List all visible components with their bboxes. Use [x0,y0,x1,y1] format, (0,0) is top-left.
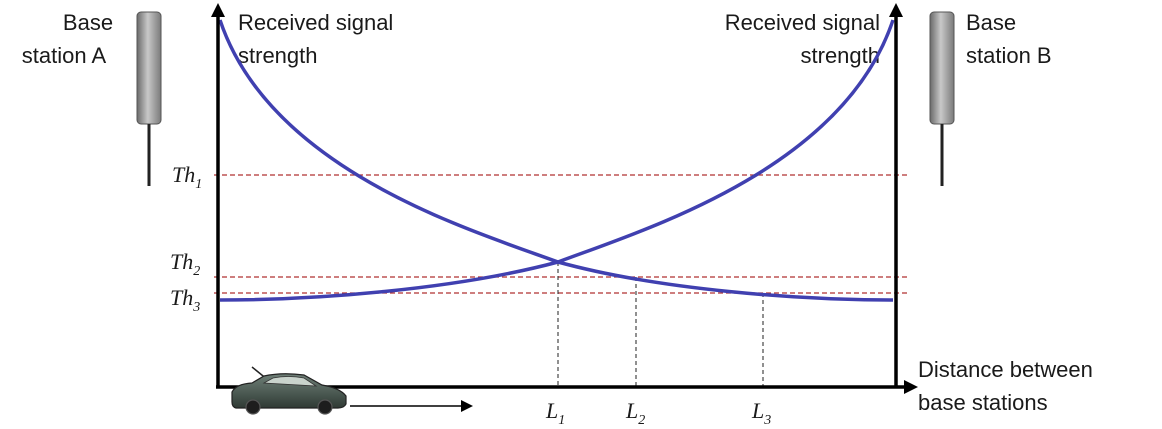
base-station-b-label-line1: Base [966,10,1016,35]
car-icon [231,366,347,415]
location-label-l1: L1 [545,398,565,428]
signal-curve-station-a [218,19,894,302]
base-station-b-antenna-icon [929,11,955,186]
x-axis-label-line1: Distance between [918,357,1093,382]
location-label-l3: L3 [751,398,771,428]
right-y-axis [889,3,903,387]
base-station-a-label-line2: station A [22,43,107,68]
left-y-axis [211,3,225,387]
base-station-a-antenna-icon [136,11,162,186]
left-axis-label-line2: strength [238,43,318,68]
left-axis-label-line1: Received signal [238,10,393,35]
base-station-a-label-line1: Base [63,10,113,35]
base-station-b-label-line2: station B [966,43,1052,68]
movement-arrow-icon [350,400,473,412]
right-axis-label-line1: Received signal [725,10,880,35]
location-label-l2: L2 [625,398,645,428]
threshold-label-th2: Th2 [170,249,200,279]
right-axis-label-line2: strength [801,43,881,68]
signal-curve-station-b [219,19,895,302]
threshold-label-th1: Th1 [172,162,202,192]
x-axis-label-line2: base stations [918,390,1048,415]
threshold-label-th3: Th3 [170,285,200,315]
